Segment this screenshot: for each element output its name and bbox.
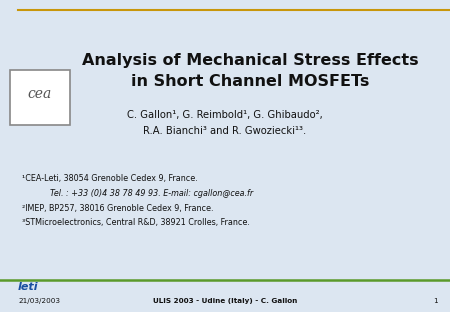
Text: ULIS 2003 - Udine (Italy) - C. Gallon: ULIS 2003 - Udine (Italy) - C. Gallon bbox=[153, 298, 297, 304]
Bar bbox=[10, 70, 70, 125]
Text: ³STMicroelectronics, Central R&D, 38921 Crolles, France.: ³STMicroelectronics, Central R&D, 38921 … bbox=[22, 217, 250, 227]
Text: in Short Channel MOSFETs: in Short Channel MOSFETs bbox=[131, 75, 369, 90]
Text: leti: leti bbox=[18, 282, 39, 292]
Text: ¹CEA-Leti, 38054 Grenoble Cedex 9, France.: ¹CEA-Leti, 38054 Grenoble Cedex 9, Franc… bbox=[22, 173, 198, 183]
Text: Tel. : +33 (0)4 38 78 49 93. E-mail: cgallon@cea.fr: Tel. : +33 (0)4 38 78 49 93. E-mail: cga… bbox=[50, 188, 253, 197]
Text: 21/03/2003: 21/03/2003 bbox=[18, 298, 60, 304]
Text: C. Gallon¹, G. Reimbold¹, G. Ghibaudo²,: C. Gallon¹, G. Reimbold¹, G. Ghibaudo², bbox=[127, 110, 323, 120]
Text: cea: cea bbox=[28, 86, 52, 100]
Text: R.A. Bianchi³ and R. Gwoziecki¹³.: R.A. Bianchi³ and R. Gwoziecki¹³. bbox=[144, 126, 306, 136]
Text: 1: 1 bbox=[433, 298, 438, 304]
Text: ²IMEP, BP257, 38016 Grenoble Cedex 9, France.: ²IMEP, BP257, 38016 Grenoble Cedex 9, Fr… bbox=[22, 203, 213, 212]
Bar bbox=[0, 280, 450, 312]
Text: Analysis of Mechanical Stress Effects: Analysis of Mechanical Stress Effects bbox=[82, 52, 418, 67]
